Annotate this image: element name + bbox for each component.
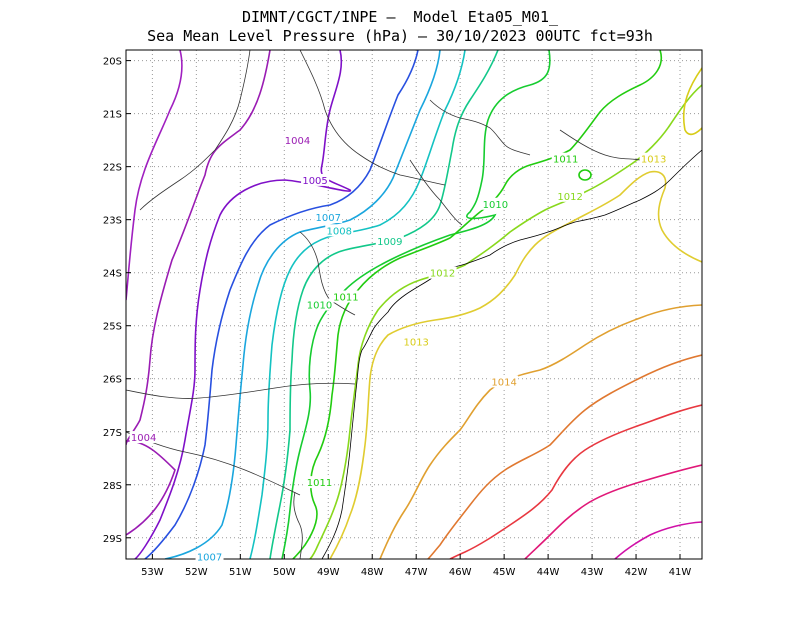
isobar-1013-east (682, 67, 702, 136)
y-tick-label: 27S (103, 428, 122, 439)
contour-label-1009: 1009 (377, 237, 402, 248)
coastline (321, 149, 702, 559)
state-border-4 (139, 50, 251, 211)
x-tick-label: 46W (449, 567, 472, 578)
x-tick-label: 52W (185, 567, 208, 578)
isobar-1016 (449, 404, 702, 559)
map-title-line-1: DIMNT/CGCT/INPE – Model Eta05_M01_ (241, 8, 559, 26)
contour-label-bg (375, 234, 404, 247)
state-border-6 (429, 99, 531, 156)
contour-label-bg (129, 431, 158, 444)
contour-label-1007: 1007 (316, 213, 341, 224)
y-tick-label: 20S (103, 57, 122, 68)
contour-labels: 1004100510071008100910101011101210131010… (129, 134, 668, 563)
isobar-1018 (614, 521, 702, 559)
contour-label-bg (195, 550, 224, 563)
contour-label-bg (490, 375, 519, 388)
contour-label-bg (551, 152, 580, 165)
contour-label-1011: 1011 (333, 293, 358, 304)
y-tick-label: 24S (103, 269, 122, 280)
y-tick-label: 28S (103, 481, 122, 492)
state-border-2 (126, 431, 301, 496)
isobar-1009 (269, 50, 499, 559)
state-border-1 (126, 382, 356, 399)
isobar-1013 (329, 170, 702, 559)
x-tick-label: 47W (405, 567, 428, 578)
y-tick-label: 21S (103, 110, 122, 121)
x-tick-label: 45W (493, 567, 516, 578)
isobar-1005 (134, 50, 351, 559)
contour-label-1010: 1010 (483, 200, 508, 211)
isobar-1015 (427, 354, 702, 559)
y-tick-label: 26S (103, 375, 122, 386)
x-tick-label: 42W (625, 567, 648, 578)
state-border-3 (299, 231, 356, 316)
isobars (126, 50, 702, 559)
y-tick-label: 22S (103, 163, 122, 174)
axis-ticks: 53W 52W 51W 50W 49W 48W 47W 46W 45W 44W 43W 42W 41W 2… (103, 57, 692, 578)
x-tick-label: 43W (581, 567, 604, 578)
y-tick-label: 23S (103, 216, 122, 227)
x-tick-label: 51W (229, 567, 252, 578)
y-tick-label: 29S (103, 534, 122, 545)
isobar-1017 (524, 464, 702, 559)
isobar-1010 (281, 50, 551, 559)
y-tick-label: 25S (103, 322, 122, 333)
contour-label-bg (481, 197, 510, 210)
x-tick-label: 49W (317, 567, 340, 578)
contour-label-1014: 1014 (491, 377, 516, 388)
contour-label-1005: 1005 (302, 176, 327, 187)
contour-label-1004: 1004 (285, 136, 310, 147)
isobar-1014 (379, 304, 702, 559)
contour-label-1012: 1012 (557, 192, 582, 203)
contour-label-bg (314, 211, 343, 224)
contour-label-bg (402, 335, 431, 348)
x-tick-label: 48W (361, 567, 384, 578)
contour-label-bg (639, 152, 668, 165)
contour-label-bg (305, 476, 334, 489)
contour-label-bg (556, 189, 585, 202)
contour-label-1010: 1010 (307, 301, 332, 312)
contour-label-1013: 1013 (641, 155, 666, 166)
contour-label-1011: 1011 (307, 478, 332, 489)
state-border-5 (299, 50, 446, 186)
contour-label-1008: 1008 (327, 226, 352, 237)
state-border-8 (409, 159, 463, 226)
contour-label-1004: 1004 (131, 433, 156, 444)
isobar-1008 (249, 50, 466, 559)
x-tick-label: 50W (273, 567, 296, 578)
plot-frame (125, 49, 703, 560)
isobar-1003 (126, 50, 183, 301)
x-tick-label: 41W (669, 567, 692, 578)
contour-label-bg (283, 134, 312, 147)
contour-label-bg (331, 290, 360, 303)
state-border-7 (559, 129, 641, 161)
river-parana (293, 491, 303, 559)
contour-label-bg (325, 224, 354, 237)
contour-label-bg (301, 173, 330, 186)
isobar-1004-south (126, 440, 176, 536)
isobar-1007 (164, 50, 441, 559)
contour-label-bg (428, 266, 457, 279)
isobar-1011 (292, 50, 662, 559)
contour-label-1011: 1011 (553, 155, 578, 166)
isobar-1011-cell (578, 169, 592, 181)
x-tick-label: 44W (537, 567, 560, 578)
isobar-1006 (144, 50, 419, 559)
x-tick-label: 53W (141, 567, 164, 578)
contour-label-bg (305, 298, 334, 311)
contour-label-1007: 1007 (197, 552, 222, 563)
map-title-line-2: Sea Mean Level Pressure (hPa) – 30/10/20… (147, 27, 653, 45)
contour-label-1012: 1012 (430, 269, 455, 280)
isobar-1004-north (126, 50, 271, 446)
contour-label-1013: 1013 (403, 338, 428, 349)
